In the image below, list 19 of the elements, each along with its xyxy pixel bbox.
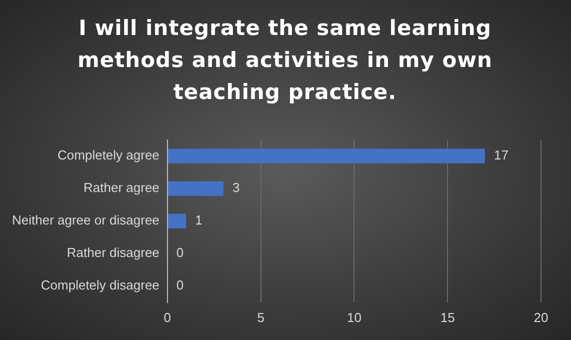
data-label: 0 — [176, 245, 184, 260]
data-label: 17 — [494, 148, 508, 163]
bar — [168, 148, 485, 164]
bar — [168, 214, 186, 228]
x-tick-label: 0 — [164, 310, 172, 325]
x-tick-label: 15 — [440, 310, 455, 325]
x-tick-label: 20 — [534, 310, 548, 325]
y-tick-label: Completely agree — [58, 148, 160, 163]
data-label: 1 — [195, 212, 202, 228]
y-tick-label: Completely disagree — [40, 278, 160, 293]
x-tick-label: 10 — [346, 310, 362, 325]
y-tick-label: Rather disagree — [66, 245, 160, 260]
x-tick-label: 5 — [257, 310, 264, 325]
data-label: 3 — [232, 180, 240, 196]
y-tick-label: Rather agree — [84, 180, 160, 196]
chart-title: I will integrate the same learning methods and activities in my own teaching practice. — [76, 15, 494, 106]
bar — [168, 181, 224, 196]
y-tick-label: Neither agree or disagree — [12, 212, 160, 228]
data-label: 0 — [176, 278, 184, 293]
